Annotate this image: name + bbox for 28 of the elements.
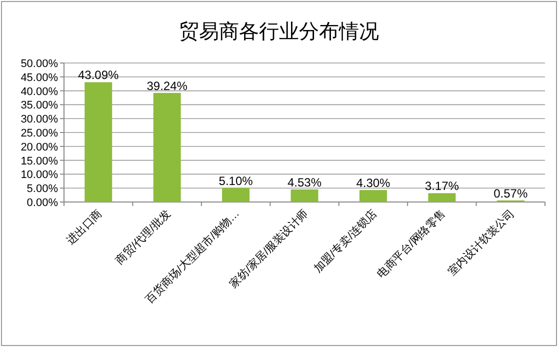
y-tick-label: 20.00% [20,141,58,154]
y-tick-label: 0.00% [26,197,58,209]
y-tick-label: 5.00% [26,183,58,196]
bar [222,188,250,202]
data-label: 3.17% [424,179,460,194]
y-tick-label: 50.00% [20,58,58,70]
y-tick-label: 15.00% [20,155,58,168]
bar [290,189,318,202]
y-tick-label: 10.00% [20,169,58,182]
data-label: 43.09% [78,68,120,82]
y-tick-label: 40.00% [20,86,58,98]
x-tick-label: 室内设计软装公司 [445,206,517,278]
bar [359,190,387,202]
data-label: 5.10% [218,174,254,188]
data-label: 39.24% [146,78,188,93]
bar [84,82,112,202]
chart-title: 贸易商各行业分布情况 [179,21,379,43]
y-tick-label: 45.00% [20,72,58,84]
y-tick-label: 30.00% [20,114,58,126]
data-label: 0.57% [494,186,528,200]
x-tick-label: 商贸/代理/批发 [113,206,174,268]
y-tick-label: 35.00% [20,100,58,112]
bar [153,92,181,202]
data-label: 4.30% [356,176,391,190]
bar [428,193,456,202]
x-tick-label: 进出口商 [64,206,104,248]
data-label: 4.53% [287,175,322,190]
y-tick-label: 25.00% [20,128,58,140]
